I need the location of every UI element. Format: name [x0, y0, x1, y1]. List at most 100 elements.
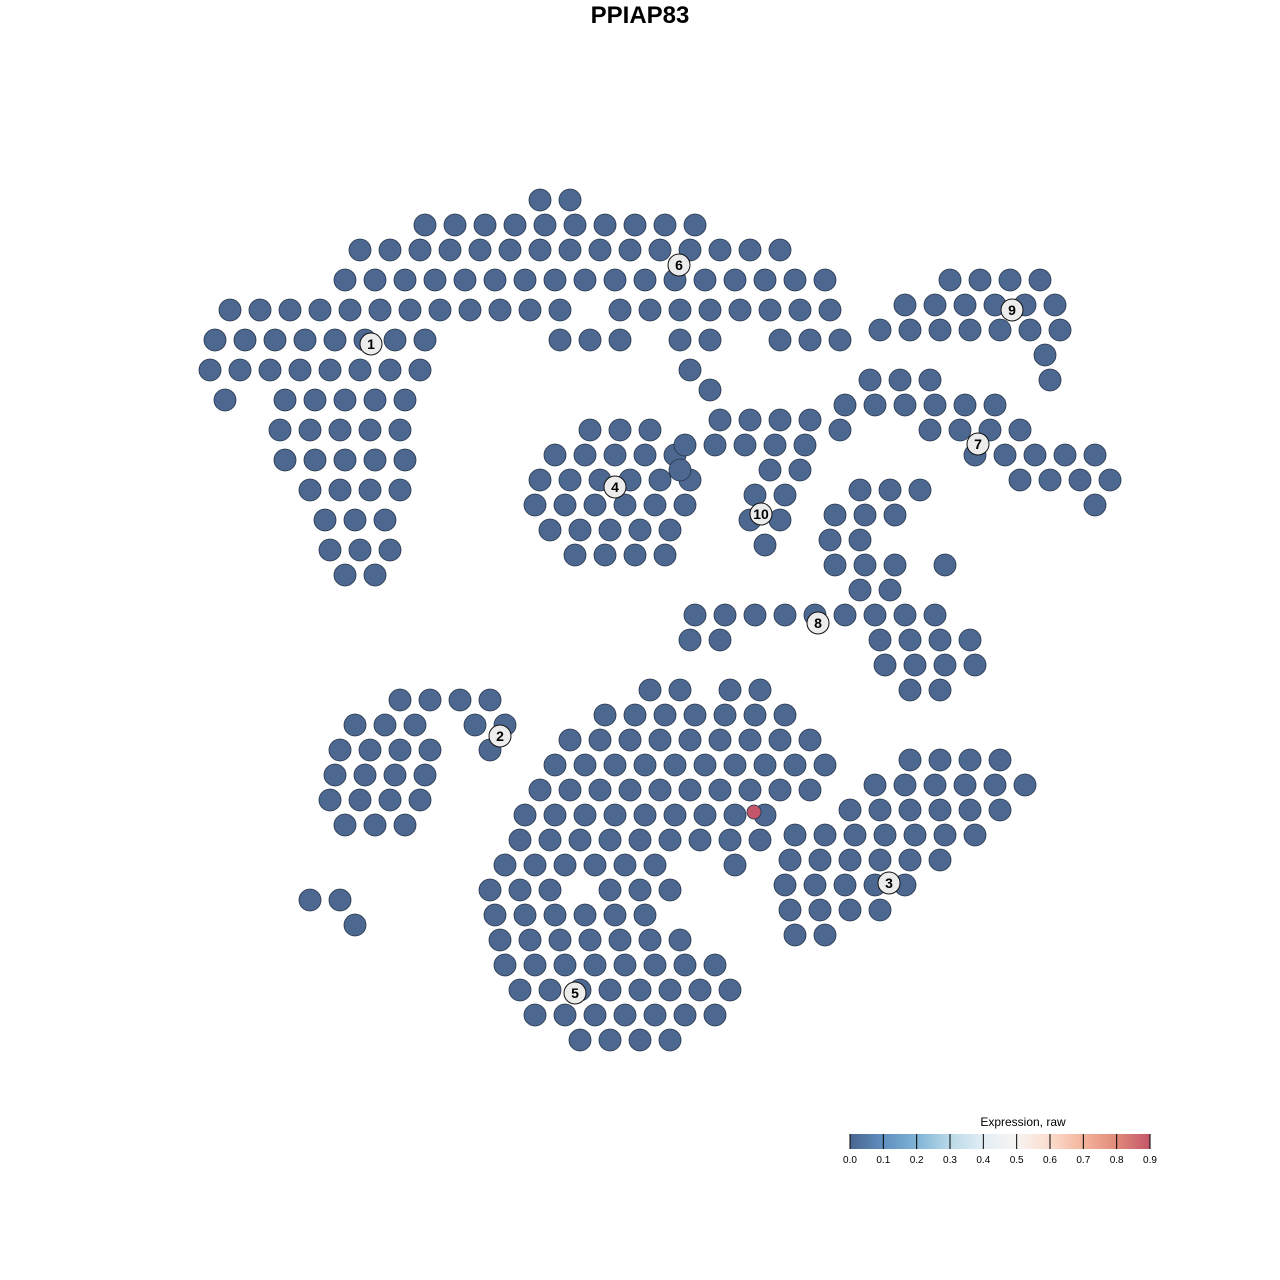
cell-point-cluster-4 — [528, 468, 552, 492]
cell-point-cluster-8 — [908, 478, 932, 502]
cell-point-cluster-5 — [493, 853, 517, 877]
cell-point-cluster-2 — [418, 738, 442, 762]
cell-point-cluster-2 — [318, 788, 342, 812]
cell-point-cluster-8 — [898, 628, 922, 652]
cell-point-cluster-5 — [628, 1028, 652, 1052]
cell-point-cluster-4 — [543, 443, 567, 467]
cell-point-cluster-10 — [788, 458, 812, 482]
cell-point-cluster-4 — [638, 418, 662, 442]
cell-point-cluster-6 — [518, 298, 542, 322]
cell-point-cluster-1 — [348, 358, 372, 382]
cell-point-cluster-8 — [848, 478, 872, 502]
cell-point-cluster-8 — [928, 628, 952, 652]
cell-point-cluster-1 — [388, 478, 412, 502]
cell-point-cluster-9 — [953, 293, 977, 317]
cell-point-cluster-8 — [963, 653, 987, 677]
cell-point-cluster-2 — [358, 738, 382, 762]
cell-point-cluster-1 — [398, 298, 422, 322]
cell-point-cluster-5 — [603, 903, 627, 927]
cell-point-cluster-2 — [463, 713, 487, 737]
cell-point-cluster-5 — [588, 778, 612, 802]
cell-point-cluster-5 — [613, 1003, 637, 1027]
cell-point-cluster-5 — [743, 703, 767, 727]
cell-point-cluster-3 — [963, 823, 987, 847]
cell-point-cluster-6 — [693, 268, 717, 292]
cell-point-cluster-1 — [213, 388, 237, 412]
cell-point-cluster-1 — [393, 448, 417, 472]
cell-point-cluster-2 — [393, 813, 417, 837]
cell-point-cluster-8 — [743, 603, 767, 627]
cell-point-cluster-4 — [523, 493, 547, 517]
cell-point-cluster-2 — [348, 788, 372, 812]
cell-point-cluster-7 — [953, 393, 977, 417]
cell-point-cluster-1 — [318, 358, 342, 382]
cell-point-cluster-1 — [248, 298, 272, 322]
cell-point-cluster-3 — [813, 923, 837, 947]
cell-point-cluster-8 — [683, 603, 707, 627]
cell-point-cluster-1 — [273, 448, 297, 472]
cell-point-cluster-10 — [773, 483, 797, 507]
colorbar-tick-label: 0.1 — [876, 1155, 890, 1166]
cell-point-cluster-1 — [228, 358, 252, 382]
cell-point-cluster-4 — [623, 543, 647, 567]
cell-point-cluster-8 — [958, 628, 982, 652]
cell-point-cluster-6 — [813, 268, 837, 292]
cell-point-cluster-6 — [573, 268, 597, 292]
cell-point-cluster-8 — [848, 578, 872, 602]
cell-point-cluster-5 — [573, 803, 597, 827]
cell-point-cluster-1 — [278, 298, 302, 322]
cell-point-cluster-9 — [998, 268, 1022, 292]
cell-point-cluster-8 — [818, 528, 842, 552]
cell-point-cluster-8 — [898, 678, 922, 702]
cell-point-cluster-6 — [453, 268, 477, 292]
cell-point-cluster-1 — [333, 388, 357, 412]
cell-point-cluster-8 — [873, 653, 897, 677]
cell-point-cluster-1 — [218, 298, 242, 322]
cell-point-cluster-5 — [523, 853, 547, 877]
cell-point-cluster-9 — [868, 318, 892, 342]
cell-point-cluster-1 — [333, 563, 357, 587]
cell-point-cluster-6 — [563, 213, 587, 237]
cell-point-cluster-1 — [303, 448, 327, 472]
cell-point-cluster-5 — [583, 853, 607, 877]
cell-point-cluster-7 — [1038, 468, 1062, 492]
cell-point-cluster-2 — [408, 788, 432, 812]
cell-point-cluster-5 — [483, 903, 507, 927]
cell-point-cluster-5 — [583, 953, 607, 977]
cell-point-cluster-3 — [843, 823, 867, 847]
cell-point-cluster-9 — [1028, 268, 1052, 292]
cell-point-cluster-9 — [1048, 318, 1072, 342]
cell-point-cluster-5 — [578, 928, 602, 952]
cell-point-cluster-5 — [538, 878, 562, 902]
cell-point-cluster-6 — [488, 298, 512, 322]
cell-point-cluster-2 — [363, 813, 387, 837]
cell-point-cluster-9 — [893, 293, 917, 317]
cell-point-cluster-3 — [1013, 773, 1037, 797]
cell-point-cluster-4 — [563, 543, 587, 567]
cell-point-cluster-4 — [578, 418, 602, 442]
cell-point-cluster-5 — [623, 703, 647, 727]
cluster-label-9: 9 — [1000, 298, 1024, 322]
cell-point-cluster-1 — [383, 328, 407, 352]
cell-point-cluster-6 — [548, 328, 572, 352]
cell-point-cluster-3 — [778, 848, 802, 872]
cell-point-cluster-5 — [658, 878, 682, 902]
cell-point-cluster-1 — [308, 298, 332, 322]
cell-point-cluster-6 — [728, 298, 752, 322]
cell-point-cluster-7 — [1083, 443, 1107, 467]
cell-point-cluster-6 — [683, 213, 707, 237]
cell-point-cluster-5 — [638, 678, 662, 702]
cell-point-cluster-6 — [333, 268, 357, 292]
cell-point-cluster-3 — [778, 898, 802, 922]
cell-point-cluster-9 — [928, 318, 952, 342]
cell-point-cluster-8 — [933, 553, 957, 577]
cell-point-cluster-7 — [863, 393, 887, 417]
cell-point-cluster-9 — [1018, 318, 1042, 342]
cell-point-cluster-6 — [438, 238, 462, 262]
cell-point-cluster-8 — [823, 553, 847, 577]
cluster-label-10: 10 — [749, 502, 773, 526]
cell-point-cluster-1 — [348, 538, 372, 562]
cell-point-cluster-5 — [618, 728, 642, 752]
cell-point-cluster-6 — [753, 268, 777, 292]
cell-point-cluster-8 — [713, 603, 737, 627]
